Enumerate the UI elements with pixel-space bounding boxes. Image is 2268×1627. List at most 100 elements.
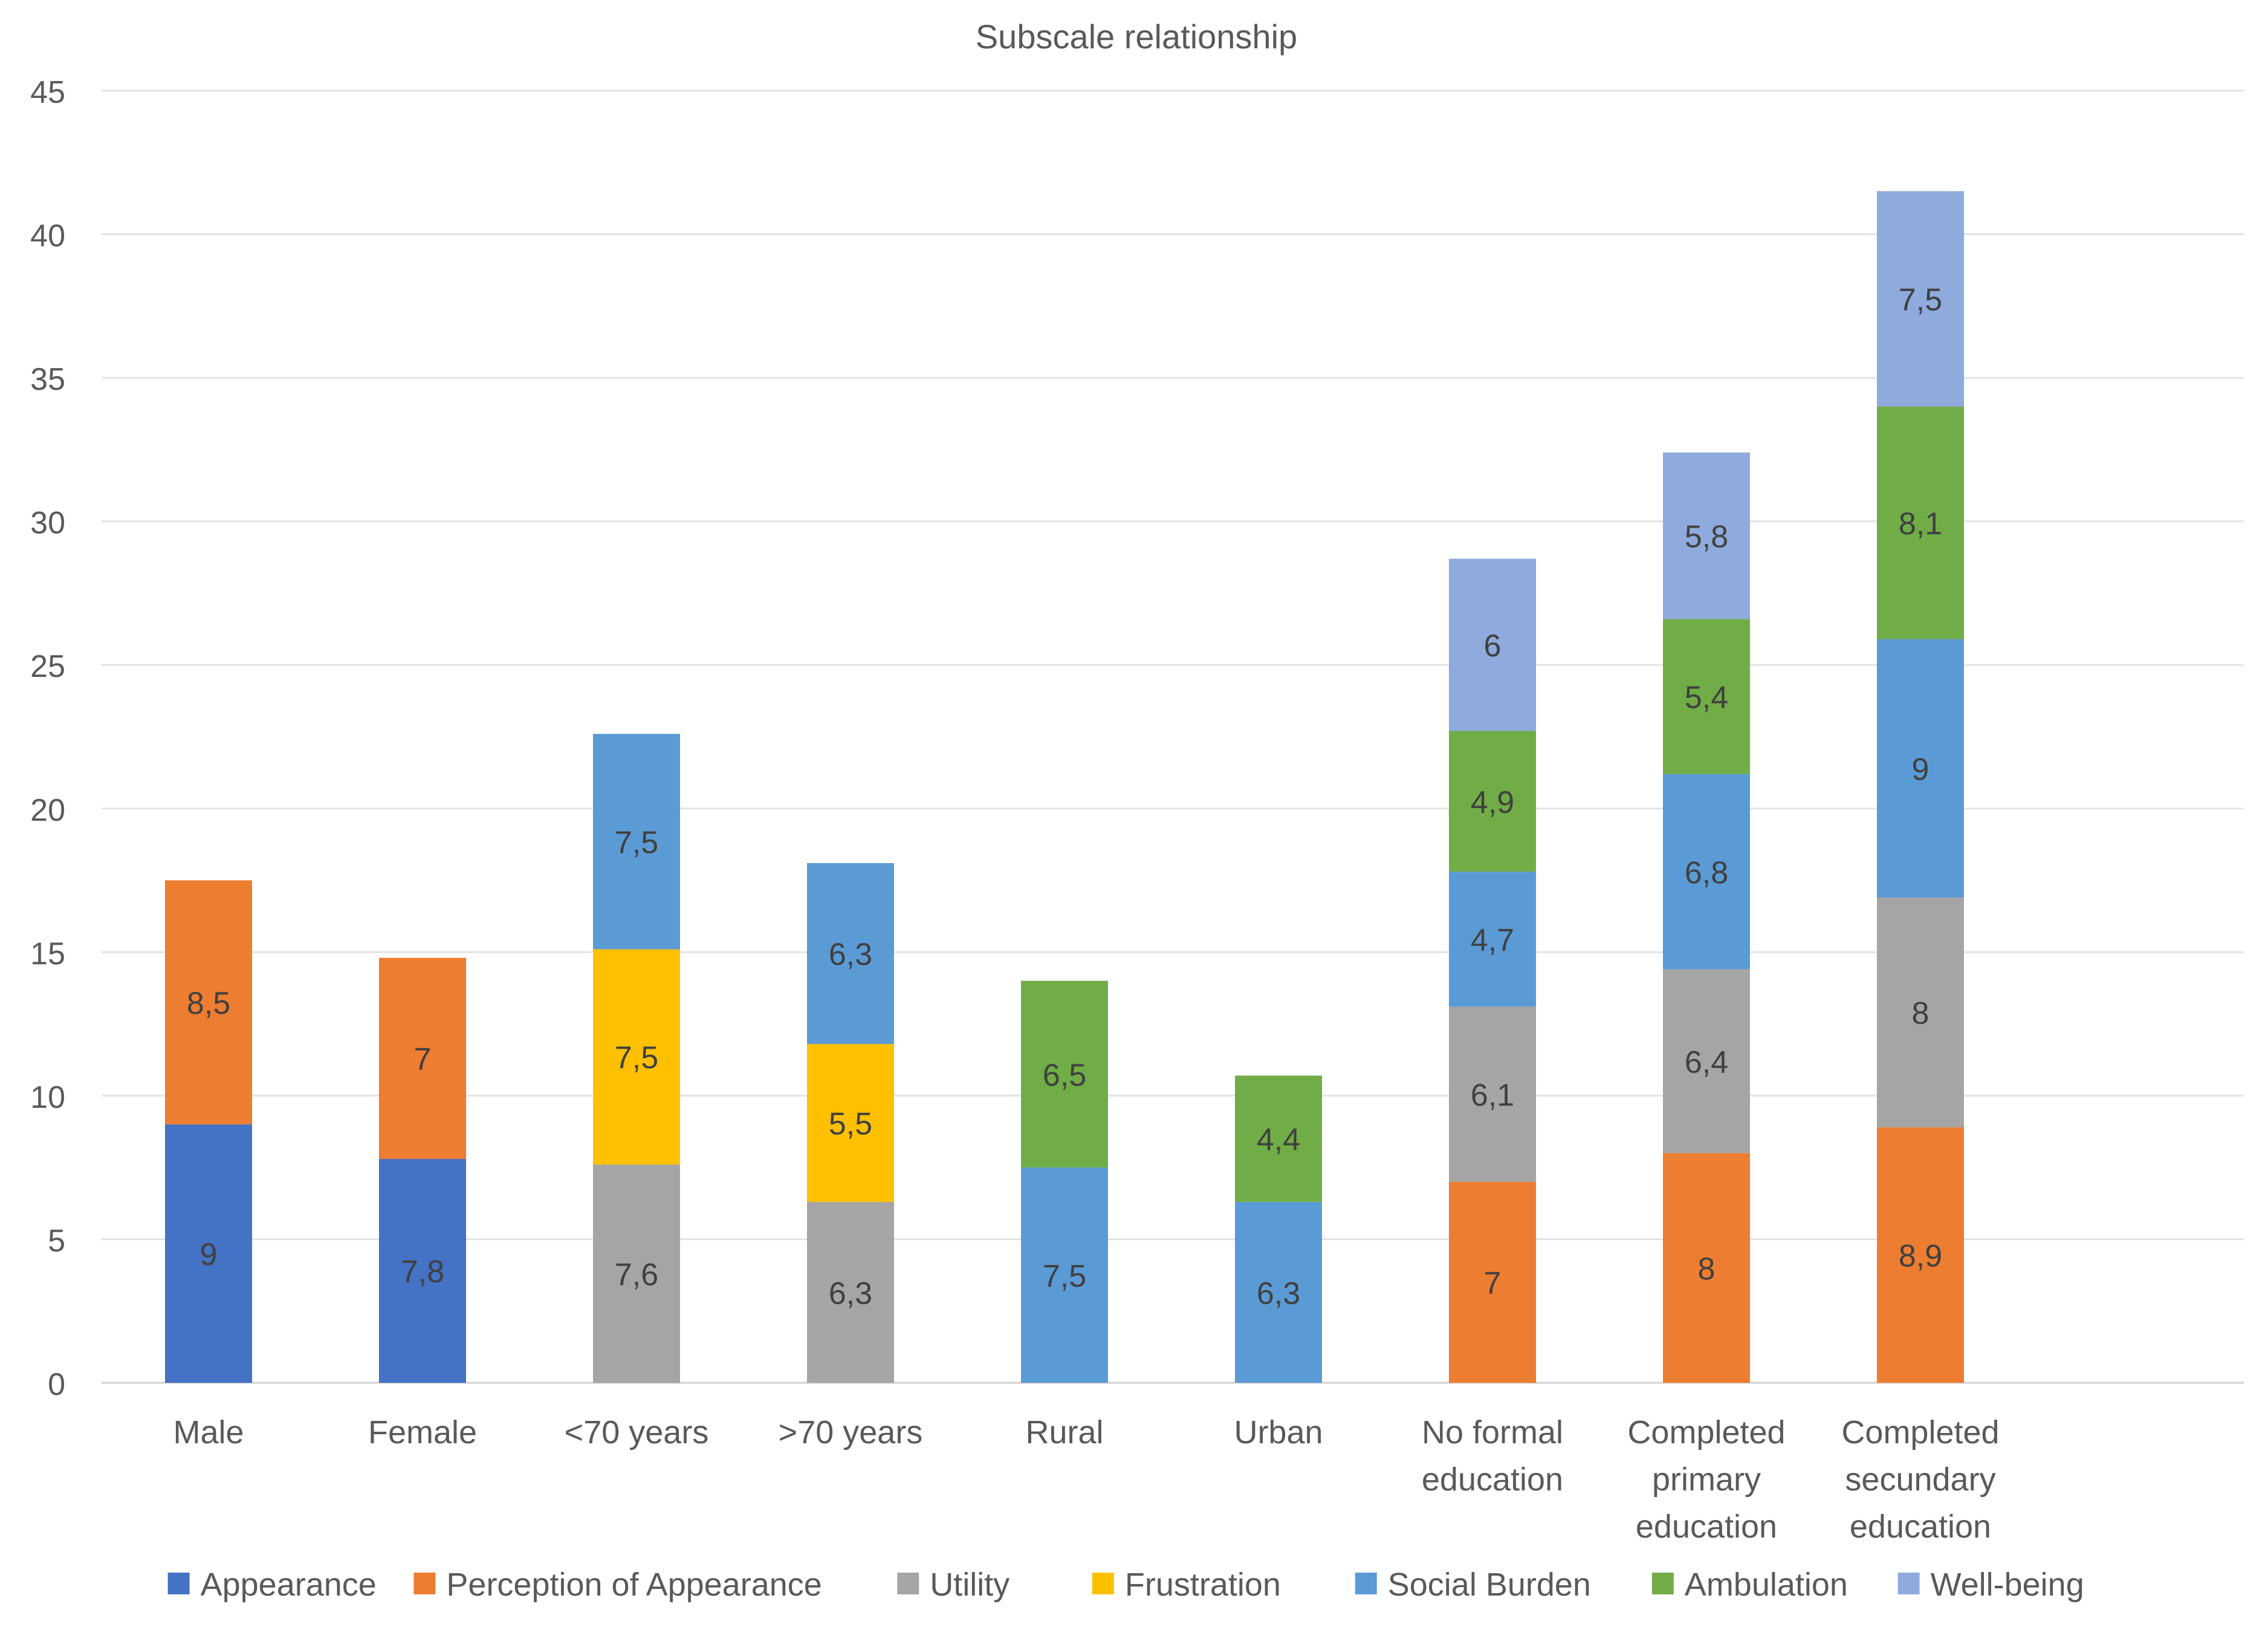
legend-swatch <box>1897 1573 1920 1594</box>
legend-item: Ambulation <box>1651 1567 1848 1603</box>
data-label: 8 <box>1698 1252 1716 1287</box>
x-tick-label: Female <box>368 1414 477 1451</box>
legend-item: Utility <box>897 1567 1009 1603</box>
data-label: 5,4 <box>1685 680 1728 715</box>
x-tick-label: No formal education <box>1422 1414 1563 1498</box>
data-label: 4,7 <box>1471 923 1514 958</box>
y-tick-label: 45 <box>30 75 65 110</box>
bar-segment <box>807 1044 894 1202</box>
y-tick-label: 10 <box>30 1080 65 1115</box>
legend-label: Utility <box>930 1567 1009 1603</box>
data-label: 5,8 <box>1685 519 1728 554</box>
data-labels: 9 8,5 7,8 7 7,6 7,5 7,5 6,3 5,5 6,3 7,5 6,5 6,3 4,4 7 6… <box>187 282 1942 1311</box>
legend-swatch <box>1355 1573 1377 1594</box>
x-tick-label: Urban <box>1234 1414 1323 1451</box>
x-tick-label: Completed secundary education <box>1841 1414 1999 1545</box>
bar-segment <box>807 1202 894 1383</box>
data-label: 8,5 <box>187 986 230 1021</box>
bar-segment <box>593 949 680 1165</box>
y-tick-label: 35 <box>30 362 65 397</box>
legend-swatch <box>897 1573 919 1594</box>
legend: Appearance Perception of Appearance Utilit… <box>167 1567 2084 1603</box>
bar-segment <box>593 1164 680 1383</box>
bar-segment <box>1235 1202 1322 1383</box>
data-label: 7,5 <box>1899 282 1942 317</box>
legend-label: Ambulation <box>1685 1567 1848 1603</box>
bar-segment <box>1021 980 1108 1168</box>
y-tick-label: 20 <box>30 793 65 828</box>
bar-segment <box>1663 619 1750 774</box>
chart-title: Subscale relationship <box>976 18 1297 56</box>
x-tick-label: Completed primary education <box>1627 1414 1785 1545</box>
legend-label: Perception of Appearance <box>446 1567 821 1603</box>
bar-segment <box>1235 1075 1322 1202</box>
data-label: 7 <box>414 1042 432 1077</box>
y-tick-label: 15 <box>30 936 65 971</box>
data-label: 8,1 <box>1899 506 1942 542</box>
bar-segment <box>1877 1127 1964 1383</box>
bar-segment <box>379 1159 466 1383</box>
legend-swatch <box>167 1573 190 1594</box>
data-label: 6,4 <box>1685 1045 1728 1080</box>
data-label: 6,3 <box>1257 1276 1300 1311</box>
bars <box>165 191 1964 1383</box>
legend-swatch <box>1651 1573 1674 1594</box>
bar-segment <box>1877 406 1964 639</box>
y-tick-label: 0 <box>48 1367 65 1402</box>
data-label: 7 <box>1484 1266 1502 1301</box>
legend-label: Frustration <box>1125 1567 1281 1603</box>
bar-segment <box>1449 1006 1536 1182</box>
legend-swatch <box>413 1573 436 1594</box>
legend-item: Social Burden <box>1355 1567 1591 1603</box>
y-tick-label: 25 <box>30 649 65 684</box>
x-tick-label: <70 years <box>565 1414 709 1451</box>
data-label: 7,5 <box>615 1041 658 1076</box>
y-axis-tick-labels: 0 5 10 15 20 25 30 35 40 45 <box>30 75 65 1402</box>
legend-item: Appearance <box>167 1567 377 1603</box>
x-tick-label: >70 years <box>779 1414 923 1451</box>
data-label: 7,5 <box>1043 1259 1086 1294</box>
bar-segment <box>1449 872 1536 1007</box>
bar-segment <box>1021 1167 1108 1383</box>
data-label: 7,8 <box>401 1255 444 1290</box>
legend-item: Well-being <box>1897 1567 2084 1603</box>
bar-segment <box>1663 1153 1750 1383</box>
data-label: 4,4 <box>1257 1122 1300 1157</box>
bar-segment <box>165 880 252 1125</box>
data-label: 6,8 <box>1685 855 1728 890</box>
bar-segment <box>379 957 466 1159</box>
y-tick-label: 30 <box>30 506 65 541</box>
data-label: 8,9 <box>1899 1239 1942 1274</box>
data-label: 5,5 <box>829 1107 872 1142</box>
legend-label: Social Burden <box>1388 1567 1591 1603</box>
legend-label: Well-being <box>1931 1567 2084 1603</box>
data-label: 7,6 <box>615 1257 658 1292</box>
data-label: 8 <box>1912 996 1929 1031</box>
bar-segment <box>1663 969 1750 1153</box>
bar-segment <box>1877 639 1964 898</box>
bar-segment <box>593 734 680 949</box>
legend-swatch <box>1092 1573 1114 1594</box>
x-tick-label: Rural <box>1025 1414 1103 1451</box>
data-label: 6,1 <box>1471 1078 1514 1113</box>
bar-segment <box>1449 731 1536 872</box>
data-label: 6,3 <box>829 937 872 972</box>
data-label: 9 <box>200 1237 218 1272</box>
data-label: 6,5 <box>1043 1058 1086 1093</box>
bar-segment <box>1663 774 1750 969</box>
bar-segment <box>1449 1182 1536 1383</box>
x-axis-category-labels: Male Female <70 years >70 years Rural Urban No… <box>173 1414 1999 1545</box>
legend-item: Perception of Appearance <box>413 1567 822 1603</box>
bar-segment <box>807 863 894 1044</box>
data-label: 4,9 <box>1471 785 1514 820</box>
legend-label: Appearance <box>201 1567 377 1603</box>
data-label: 6,3 <box>829 1276 872 1311</box>
legend-item: Frustration <box>1092 1567 1281 1603</box>
bar-segment <box>165 1124 252 1383</box>
data-label: 6 <box>1484 629 1502 664</box>
x-tick-label: Male <box>173 1414 244 1451</box>
data-label: 7,5 <box>615 825 658 860</box>
bar-segment <box>1449 558 1536 731</box>
data-label: 9 <box>1912 752 1929 787</box>
